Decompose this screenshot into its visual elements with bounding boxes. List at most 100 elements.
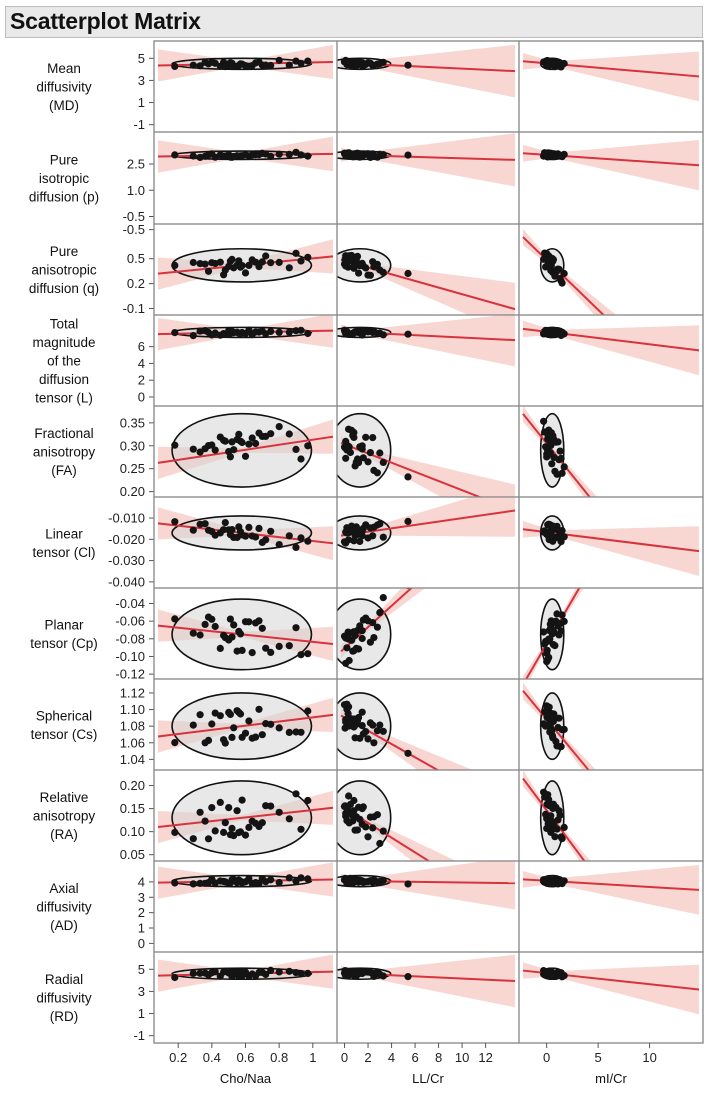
data-point-10-2-30 [557,969,565,977]
data-point-6-1-29 [358,627,366,635]
data-point-7-1-22 [369,721,377,729]
x-tick-label-0-1: 0.4 [203,1050,221,1065]
data-point-4-0-25 [267,430,275,438]
data-point-3-1-28 [350,329,358,337]
data-point-4-1-30 [404,473,412,481]
y-tick-label-8-1: 0.15 [120,801,145,816]
data-point-1-1-29 [358,152,366,160]
data-point-7-2-28 [547,714,555,722]
data-point-8-0-19 [245,823,253,832]
data-point-0-2-30 [557,63,565,71]
data-point-7-2-30 [557,743,565,751]
data-point-8-2-28 [547,828,555,836]
data-point-2-0-18 [241,269,250,277]
data-point-7-1-28 [350,715,358,723]
data-point-9-1-30 [404,880,412,888]
data-point-0-1-27 [343,59,351,68]
data-point-8-2-30 [557,833,565,841]
data-point-2-1-9 [348,251,356,260]
data-point-8-0-18 [241,831,250,839]
row-label-3-line-0: Total [50,317,79,332]
data-point-8-0-17 [238,796,246,804]
data-point-3-0-26 [275,328,283,336]
data-point-9-0-25 [267,876,275,884]
row-label-4-line-2: (FA) [51,463,77,478]
y-tick-label-4-1: 0.30 [120,438,145,453]
y-tick-label-3-1: 4 [138,356,145,371]
data-point-5-2-24 [558,527,566,535]
data-point-5-0-24 [262,536,270,544]
data-point-7-2-25 [560,725,568,734]
data-point-4-0-27 [285,430,293,438]
data-point-4-2-29 [549,432,557,440]
data-point-5-2-29 [549,537,557,545]
cell-9-1 [336,860,520,953]
data-point-8-0-27 [285,815,293,823]
data-point-10-0-29 [297,969,305,978]
data-point-7-1-20 [364,735,372,743]
row-label-5-line-1: tensor (Cl) [32,545,95,560]
cell-4-2 [518,405,704,498]
data-point-7-1-24 [373,727,381,735]
data-point-6-0-6 [211,622,219,631]
cell-6-1 [336,587,520,680]
data-point-6-0-17 [238,646,246,655]
data-point-4-2-30 [557,454,565,462]
confidence-band-7-1 [341,708,473,770]
data-point-6-0-3 [201,620,209,629]
data-point-7-2-22 [555,714,563,722]
data-point-9-0-26 [275,878,283,887]
data-point-2-2-22 [555,265,563,273]
data-point-7-0-4 [204,736,213,745]
data-point-7-0-18 [241,729,250,737]
data-point-4-1-24 [373,469,381,477]
data-point-5-0-28 [292,543,300,552]
fit-line-8-0 [157,806,334,828]
data-point-2-0-3 [201,260,209,268]
data-point-4-0-18 [241,452,250,460]
y-tick-label-7-0: 1.12 [120,685,145,700]
data-point-6-1-26 [379,594,387,602]
data-point-1-1-28 [350,153,358,161]
data-point-9-2-29 [549,879,557,887]
row-label-9-line-0: Axial [49,881,78,896]
data-point-8-1-6 [345,792,353,800]
data-point-7-0-5 [208,720,216,728]
cell-6-2 [518,587,704,680]
y-tick-label-0-3: -1 [133,117,145,132]
data-point-4-1-20 [364,458,372,466]
data-point-4-1-21 [366,449,374,457]
data-point-6-0-28 [292,624,300,632]
data-point-1-0-26 [275,150,283,158]
data-point-7-0-26 [275,724,283,732]
data-point-1-2-30 [557,151,565,160]
data-point-5-0-30 [304,537,312,545]
cell-content-9-0 [157,862,334,899]
data-point-8-0-10 [225,804,233,812]
cell-content-0-2 [522,51,700,102]
chart-title: Scatterplot Matrix [10,8,201,34]
data-point-6-2-27 [545,635,553,643]
confidence-band-3-1 [341,315,515,367]
cell-8-2 [518,769,704,862]
data-point-0-0-0 [171,62,179,70]
data-point-4-0-5 [208,441,216,449]
data-point-10-0-25 [267,966,275,975]
data-point-2-1-14 [353,252,362,260]
cell-content-5-2 [522,515,700,576]
data-point-5-1-26 [379,533,387,541]
data-point-8-1-28 [350,796,358,805]
cell-content-5-0 [157,507,334,561]
data-point-2-2-27 [545,253,553,261]
x-tick-label-1-3: 6 [411,1050,418,1065]
x-tick-label-0-4: 1 [309,1050,316,1065]
cell-7-0 [153,678,338,771]
row-label-1-line-1: isotropic [39,171,90,186]
data-point-4-1-18 [359,454,367,462]
data-point-2-1-26 [379,268,387,276]
data-point-8-0-14 [233,807,241,815]
y-tick-label-2-0: -0.5 [123,222,145,237]
data-point-6-0-11 [226,615,234,623]
data-point-1-1-27 [343,150,351,158]
data-point-0-1-26 [379,58,387,66]
